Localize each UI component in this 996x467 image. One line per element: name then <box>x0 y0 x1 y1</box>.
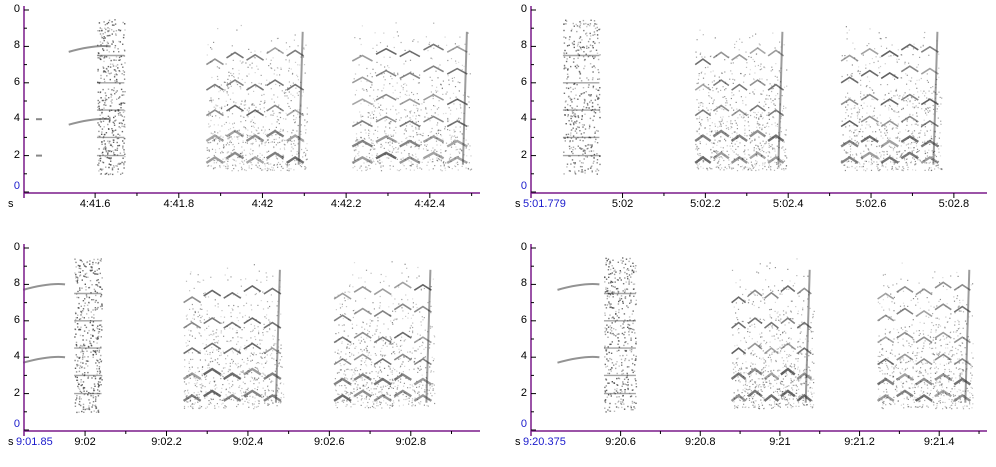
y-tick-label-bottom-zero: 0 <box>6 180 20 192</box>
y-tick-label: 6 <box>6 314 20 326</box>
spectrogram-ink <box>36 19 472 175</box>
y-tick-label: 4 <box>513 350 527 362</box>
x-tick-label: 9:02.4 <box>233 436 264 448</box>
x-tick-label: 5:02.8 <box>939 198 970 210</box>
y-tick-label-top-zero: 0 <box>513 3 527 15</box>
x-tick-label: 9:21 <box>769 436 790 448</box>
x-start-label: 5:01.779 <box>523 198 566 210</box>
x-unit-label: s <box>515 198 521 210</box>
spectrogram-canvas <box>8 4 488 229</box>
x-tick-label: 9:02 <box>74 436 95 448</box>
y-tick-label-bottom-zero: 0 <box>6 418 20 430</box>
spectrogram-ink <box>23 258 435 413</box>
y-tick-label-bottom-zero: 0 <box>513 180 527 192</box>
x-tick-label: 9:02.6 <box>314 436 345 448</box>
y-tick-label-bottom-zero: 0 <box>513 418 527 430</box>
x-tick-label: 9:21.4 <box>924 436 955 448</box>
x-tick-label: 4:41.6 <box>80 198 111 210</box>
x-tick-label: 9:21.2 <box>844 436 875 448</box>
x-unit-label: s <box>8 198 14 210</box>
x-tick-label: 9:20.6 <box>605 436 636 448</box>
y-tick-label: 2 <box>6 387 20 399</box>
y-tick-label: 4 <box>6 112 20 124</box>
spectrogram-canvas <box>515 242 995 467</box>
spectrogram-panel-top-left: 0 8 6 4 2 0 s 4:41.6 4:41.8 4:42 4:42.2 4:42.4 <box>8 4 478 229</box>
y-tick-label: 2 <box>513 149 527 161</box>
spectrogram-ink <box>563 20 943 175</box>
x-tick-label: 9:02.8 <box>395 436 426 448</box>
y-tick-label-top-zero: 0 <box>6 241 20 253</box>
y-tick-label: 4 <box>513 112 527 124</box>
x-tick-label: 4:42 <box>252 198 273 210</box>
y-tick-label-top-zero: 0 <box>513 241 527 253</box>
y-tick-label: 8 <box>513 39 527 51</box>
x-tick-label: 5:02.2 <box>690 198 721 210</box>
x-tick-label: 4:42.4 <box>415 198 446 210</box>
x-tick-label: 9:02.2 <box>151 436 182 448</box>
y-tick-label: 8 <box>6 277 20 289</box>
x-tick-label: 9:20.8 <box>685 436 716 448</box>
x-tick-label: 5:02.4 <box>773 198 804 210</box>
x-unit-label: s <box>515 436 521 448</box>
x-start-label: 9:20.375 <box>523 436 566 448</box>
x-tick-label: 5:02.6 <box>856 198 887 210</box>
y-tick-label: 6 <box>513 76 527 88</box>
spectrogram-canvas <box>8 242 488 467</box>
x-start-label: 9:01.85 <box>16 436 53 448</box>
x-tick-label: 4:41.8 <box>163 198 194 210</box>
y-tick-label: 8 <box>6 39 20 51</box>
y-tick-label: 2 <box>513 387 527 399</box>
x-tick-label: 5:02 <box>612 198 633 210</box>
spectrogram-canvas <box>515 4 995 229</box>
x-tick-label: 4:42.2 <box>331 198 362 210</box>
y-tick-label: 6 <box>6 76 20 88</box>
y-tick-label-top-zero: 0 <box>6 3 20 15</box>
y-tick-label: 8 <box>513 277 527 289</box>
y-tick-label: 2 <box>6 149 20 161</box>
y-tick-label: 6 <box>513 314 527 326</box>
x-unit-label: s <box>8 436 14 448</box>
spectrogram-ink <box>557 257 973 412</box>
y-tick-label: 4 <box>6 350 20 362</box>
